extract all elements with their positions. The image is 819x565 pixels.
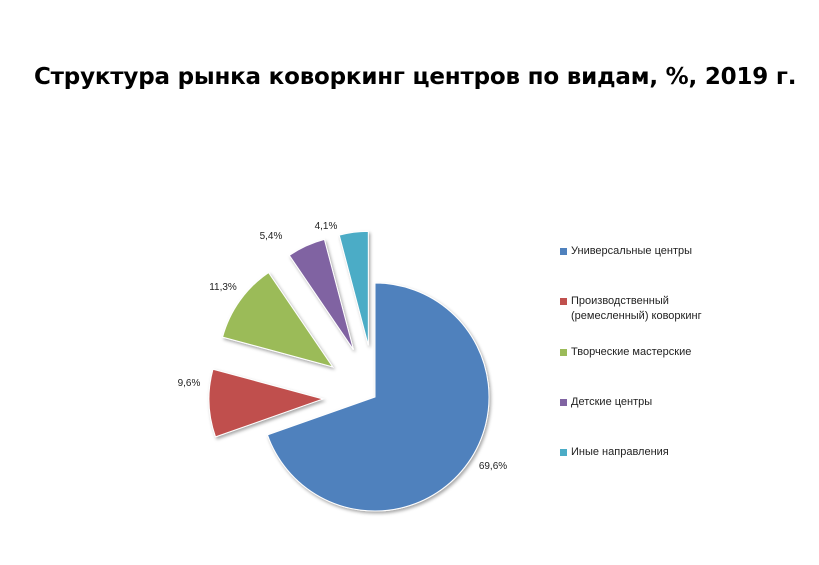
pie-slice-creative xyxy=(221,271,334,368)
legend-swatch-universal xyxy=(560,248,567,255)
pie-slice-universal xyxy=(266,282,490,512)
data-label-creative: 11,3% xyxy=(209,282,237,293)
legend-item-industrial: Производственный (ремесленный) коворкинг xyxy=(560,294,702,324)
legend-swatch-industrial xyxy=(560,298,567,305)
data-label-industrial: 9,6% xyxy=(178,378,201,389)
legend-swatch-kids xyxy=(560,399,567,406)
data-label-other: 4,1% xyxy=(315,221,338,232)
pie-slice-industrial xyxy=(208,368,325,438)
legend-item-kids: Детские центры xyxy=(560,395,652,410)
pie-slice-kids xyxy=(288,238,354,350)
legend-label-other: Иные направления xyxy=(571,446,669,458)
legend-item-creative: Творческие мастерские xyxy=(560,345,691,360)
legend-label-universal: Универсальные центры xyxy=(571,245,693,257)
legend-label-kids: Детские центры xyxy=(571,396,653,408)
legend-swatch-other xyxy=(560,449,567,456)
data-label-universal: 69,6% xyxy=(479,461,507,472)
chart-title: Структура рынка коворкинг центров по вид… xyxy=(34,64,797,90)
data-label-kids: 5,4% xyxy=(260,231,283,242)
pie-slice-other xyxy=(338,230,369,346)
legend-label-industrial: Производственный (ремесленный) коворкинг xyxy=(571,295,702,322)
legend-swatch-creative xyxy=(560,349,567,356)
legend-item-other: Иные направления xyxy=(560,445,669,460)
legend-item-universal: Универсальные центры xyxy=(560,244,692,259)
legend-label-creative: Творческие мастерские xyxy=(571,346,692,358)
